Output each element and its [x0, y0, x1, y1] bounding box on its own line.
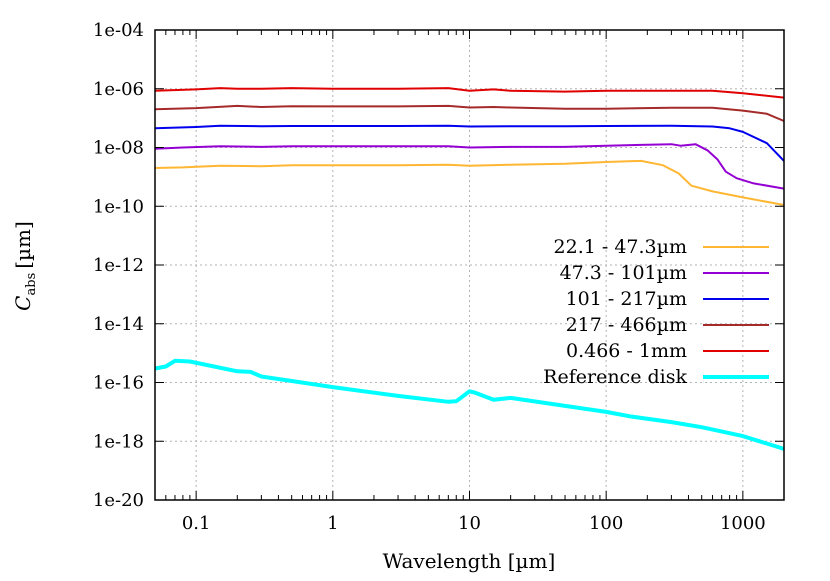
series-line-4	[154, 104, 785, 122]
tick-marks	[155, 29, 784, 501]
series-line-6	[154, 358, 785, 451]
y-tick-label: 1e-12	[93, 255, 144, 276]
y-tick-label: 1e-14	[93, 314, 144, 335]
series-line-1	[154, 159, 785, 206]
legend-label: Reference disk	[543, 366, 687, 388]
y-axis-title-sub: abs	[24, 273, 39, 296]
svg-text:Cabs[µm]: Cabs [µm]	[11, 221, 39, 311]
series-group	[154, 87, 785, 451]
grid	[155, 30, 784, 500]
legend-label: 217 - 466µm	[566, 314, 687, 336]
series-line-3	[154, 124, 785, 162]
legend-label: 101 - 217µm	[566, 288, 687, 310]
legend-label: 22.1 - 47.3µm	[554, 236, 687, 258]
x-tick-label: 100	[589, 513, 623, 534]
legend-label: 0.466 - 1mm	[566, 340, 687, 362]
y-tick-label: 1e-06	[93, 79, 144, 100]
y-tick-label: 1e-18	[93, 431, 144, 452]
y-tick-label: 1e-04	[93, 20, 144, 41]
y-axis-title: Cabs [µm]	[11, 221, 39, 311]
series-line-2	[154, 143, 785, 190]
x-tick-label: 1	[327, 513, 338, 534]
tick-labels: 0.1 1 10 100 1000 1e-20 1e-18 1e-16 1e-14 1e-12 1e…	[93, 20, 766, 534]
x-tick-label: 10	[458, 513, 481, 534]
y-tick-label: 1e-20	[93, 490, 144, 511]
y-axis-title-main: C	[11, 296, 35, 311]
y-tick-label: 1e-16	[93, 373, 144, 394]
legend: 22.1 - 47.3µm 47.3 - 101µm 101 - 217µm 217 …	[543, 236, 769, 388]
x-axis-title: Wavelength [µm]	[383, 549, 556, 573]
y-tick-label: 1e-08	[93, 138, 144, 159]
x-tick-label: 0.1	[182, 513, 211, 534]
series-line-5	[154, 87, 785, 99]
y-tick-label: 1e-10	[93, 196, 144, 217]
y-axis-title-unit: [µm]	[11, 221, 35, 269]
legend-label: 47.3 - 101µm	[560, 262, 687, 284]
x-tick-label: 1000	[720, 513, 766, 534]
